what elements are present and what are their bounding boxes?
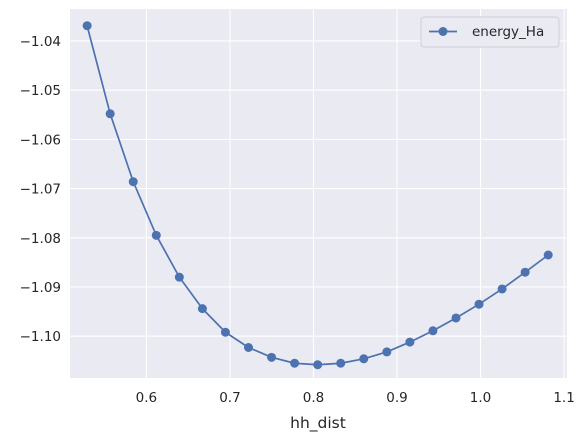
data-point (451, 313, 461, 323)
y-tick-label: −1.04 (20, 34, 61, 50)
x-tick-label: 0.8 (303, 390, 324, 406)
x-tick-label: 0.9 (386, 390, 407, 406)
data-point (220, 327, 230, 337)
plot-background (70, 9, 567, 378)
y-tick-label: −1.08 (20, 231, 61, 247)
data-point (428, 326, 438, 336)
data-point (313, 360, 323, 370)
data-point (543, 250, 553, 260)
x-axis-label: hh_dist (290, 414, 346, 433)
data-point (244, 342, 254, 352)
data-point (336, 358, 346, 368)
legend: energy_Ha (420, 16, 560, 48)
x-tick-label: 0.6 (136, 390, 157, 406)
data-point (128, 177, 138, 187)
data-point (151, 230, 161, 240)
data-point (197, 304, 207, 314)
legend-label: energy_Ha (472, 24, 544, 40)
data-point (359, 354, 369, 364)
series-layer (82, 21, 553, 370)
data-point (474, 299, 484, 309)
x-tick-label: 0.7 (219, 390, 240, 406)
x-tick-labels: 0.6 0.7 0.8 0.9 1.0 1.1 (136, 390, 575, 406)
legend-box (420, 16, 560, 48)
y-tick-label: −1.09 (20, 280, 61, 296)
y-tick-labels: −1.04 −1.05 −1.06 −1.07 −1.08 −1.09 −1.10 (20, 34, 61, 345)
y-tick-label: −1.07 (20, 182, 61, 198)
y-tick-label: −1.06 (20, 132, 61, 148)
data-point (405, 337, 415, 347)
data-point (105, 109, 115, 119)
data-point (267, 352, 277, 362)
data-point (82, 21, 92, 31)
data-point (382, 347, 392, 357)
y-tick-label: −1.05 (20, 83, 61, 99)
data-point (497, 284, 507, 294)
data-point (174, 272, 184, 282)
x-tick-label: 1.1 (553, 390, 574, 406)
y-tick-label: −1.10 (20, 329, 61, 345)
legend-marker (438, 27, 448, 36)
data-point (520, 267, 530, 277)
data-point (290, 358, 300, 368)
x-tick-label: 1.0 (470, 390, 491, 406)
